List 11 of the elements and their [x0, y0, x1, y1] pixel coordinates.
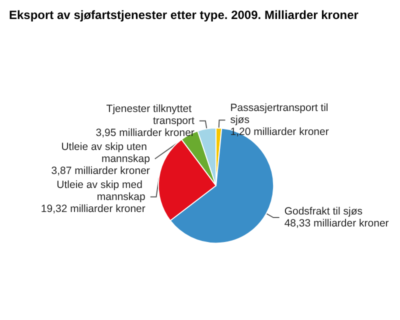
data-label: 1,20 milliarder kroner: [230, 126, 330, 138]
slice-label: Passasjertransport til sjøs: [230, 102, 332, 126]
data-label: 48,33 milliarder kroner: [284, 218, 390, 230]
slice-label: Utleie av skip med mannskap: [56, 178, 146, 203]
slice-label: Utleie av skip uten mannskap: [61, 140, 150, 165]
data-label: 19,32 milliarder kroner: [40, 202, 146, 215]
slice-label: Godsfrakt til sjøs: [284, 206, 363, 218]
data-label: 3,95 milliarder kroner: [96, 126, 195, 139]
slice-label: Tjenester tilknyttet transport: [106, 102, 195, 127]
chart-title: Eksport av sjøfartstjenester etter type. 2009. Milliarder kroner: [9, 8, 359, 22]
data-label: 3,87 milliarder kroner: [51, 164, 150, 177]
